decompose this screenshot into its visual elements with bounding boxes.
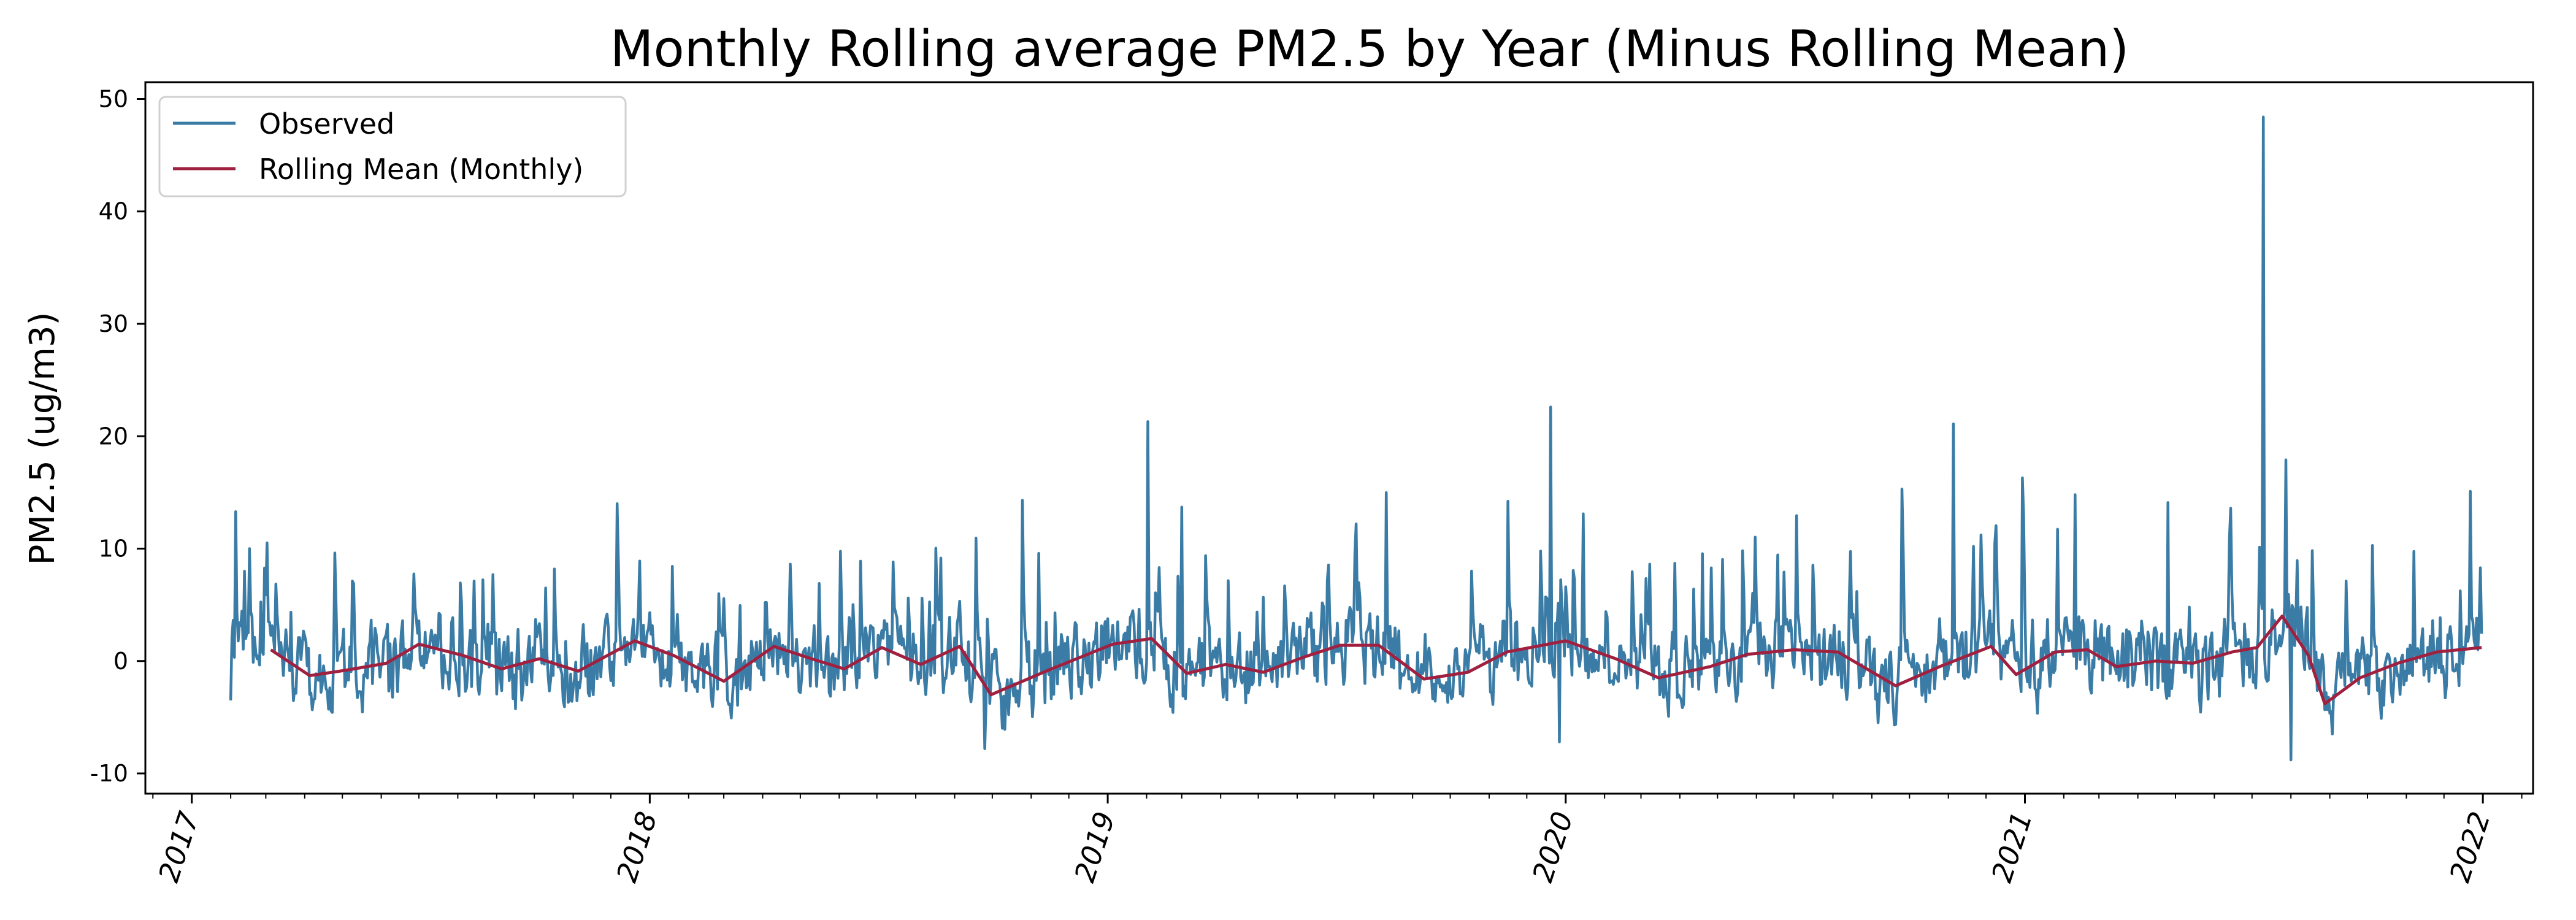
x-tick-label: 2017: [152, 808, 206, 886]
legend: Observed Rolling Mean (Monthly): [158, 96, 627, 197]
plot-layer: [229, 115, 2483, 762]
y-tick-label: 30: [99, 310, 128, 337]
y-tick-label: -10: [90, 760, 128, 787]
chart-title: Monthly Rolling average PM2.5 by Year (M…: [610, 20, 2129, 79]
series-line-rolling-mean: [270, 615, 2482, 705]
y-axis-label: PM2.5 (ug/m3): [23, 312, 63, 565]
axis-layer: -10 0 10 20 30 40 50 2017 2018 2019 2020 2021 2022: [90, 85, 2523, 886]
y-tick-label: 50: [99, 85, 128, 112]
x-tick-label: 2019: [1068, 808, 1122, 886]
legend-label-observed: Observed: [259, 107, 394, 140]
x-tick-label: 2021: [1985, 808, 2039, 886]
y-tick-label: 40: [99, 198, 128, 225]
x-tick-label: 2018: [610, 808, 664, 886]
x-tick-label: 2022: [2443, 808, 2497, 886]
y-tick-label: 20: [99, 423, 128, 450]
legend-box: [158, 96, 627, 197]
plot-frame: [144, 81, 2534, 795]
y-tick-label: 10: [99, 535, 128, 562]
legend-label-rolling-mean: Rolling Mean (Monthly): [259, 153, 583, 186]
y-tick-label: 0: [113, 648, 128, 675]
x-tick-label: 2020: [1526, 808, 1580, 886]
